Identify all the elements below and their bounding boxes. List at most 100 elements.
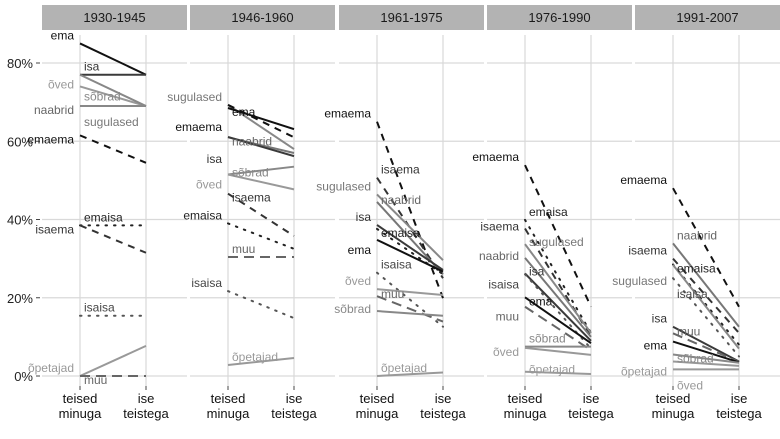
series-label: isaema (381, 163, 420, 177)
series-label: isaisa (381, 258, 412, 272)
series-line-sõbrad (227, 165, 295, 176)
series-label: sõbrad (677, 351, 714, 365)
facet-strip (487, 5, 632, 30)
series-line-ema (524, 296, 592, 344)
series-label: sõbrad (529, 332, 566, 346)
series-label: õved (196, 178, 222, 192)
x-tick-label: minuga (504, 406, 547, 421)
x-tick-label: minuga (207, 406, 250, 421)
series-label: õpetajad (529, 363, 575, 377)
x-tick-label: ise (138, 391, 155, 406)
series-label: õpetajad (381, 361, 427, 375)
series-label: ema (529, 294, 553, 308)
series-line-sõbrad (376, 310, 444, 317)
x-tick-label: teised (63, 391, 98, 406)
series-label: isa (207, 152, 223, 166)
x-tick-label: teised (656, 391, 691, 406)
series-label: sugulased (84, 115, 139, 129)
series-label: isaisa (677, 287, 708, 301)
series-label: muu (84, 373, 107, 387)
series-line-isa (524, 272, 592, 342)
series-line-isaisa (524, 273, 592, 350)
facet-panel: 1961-1975teisedminugaiseteistegaemaemais… (316, 5, 484, 421)
series-label: sugulased (612, 274, 667, 288)
series-line-emaema (524, 164, 592, 308)
series-line-isaema (672, 257, 740, 334)
y-tick-label: 0% (14, 369, 33, 384)
series-line-isaisa (376, 271, 444, 328)
series-line-muu (376, 295, 444, 323)
series-label: sugulased (529, 235, 584, 249)
x-tick-label: minuga (59, 406, 102, 421)
facet-strip (42, 5, 187, 30)
series-label: naabrid (479, 249, 519, 263)
y-tick-label: 80% (7, 56, 33, 71)
series-label: õpetajad (621, 365, 667, 379)
series-label: emaema (175, 120, 222, 134)
series-line-muu (524, 305, 592, 352)
series-label: õved (345, 274, 371, 288)
series-label: ema (348, 243, 372, 257)
series-label: muu (677, 324, 700, 338)
series-label: emaema (27, 132, 74, 146)
series-label: emaisa (529, 205, 568, 219)
series-line-ema (376, 238, 444, 273)
series-line-isa (227, 135, 295, 158)
series-line-õved (524, 346, 592, 356)
series-line-ema (227, 107, 295, 131)
x-tick-label: ise (731, 391, 748, 406)
series-label: isaisa (84, 301, 115, 315)
series-line-isa (672, 325, 740, 363)
series-line-õpetajad (524, 370, 592, 376)
series-label: sõbrad (84, 90, 121, 104)
series-line-isaisa (227, 290, 295, 320)
series-label: emaema (472, 150, 519, 164)
x-tick-label: teistega (568, 406, 614, 421)
series-line-isaema (79, 224, 147, 254)
series-line-isaema (227, 192, 295, 237)
series-label: isa (652, 312, 668, 326)
series-label: sugulased (316, 179, 371, 193)
series-line-ema (79, 42, 147, 76)
facet-panel: 1976-1990teisedminugaiseteistegaemaemaem… (472, 5, 632, 421)
series-label: õved (48, 77, 74, 91)
series-label: sõbrad (232, 166, 269, 180)
series-label: õpetajad (28, 361, 74, 375)
series-label: sugulased (167, 90, 222, 104)
x-tick-label: ise (435, 391, 452, 406)
x-tick-label: minuga (652, 406, 695, 421)
series-line-emaisa (227, 222, 295, 250)
series-label: muu (381, 287, 404, 301)
series-label: isa (356, 210, 372, 224)
y-tick-label: 60% (7, 134, 33, 149)
series-label: ema (644, 339, 668, 353)
series-line-emaema (376, 121, 444, 299)
x-tick-label: ise (286, 391, 303, 406)
series-line-isa (376, 224, 444, 271)
facet-strip (190, 5, 335, 30)
series-label: emaisa (381, 226, 420, 240)
series-label: muu (232, 242, 255, 256)
facet-strip-label: 1976-1990 (528, 10, 590, 25)
facet-panel: 1930-1945teisedminugaiseteistegaemaisaõv… (27, 5, 187, 421)
series-line-õpetajad (79, 344, 147, 377)
series-label: emaisa (183, 208, 222, 222)
series-line-emaema (79, 134, 147, 164)
series-label: muu (496, 310, 519, 324)
x-tick-label: teistega (420, 406, 466, 421)
series-line-sõbrad (672, 353, 740, 364)
x-tick-label: teistega (271, 406, 317, 421)
series-line-õpetajad (672, 360, 740, 367)
series-line-õved (376, 288, 444, 297)
series-line-ema (672, 340, 740, 364)
series-label: isa (529, 264, 545, 278)
series-label: õved (493, 345, 519, 359)
facet-strip-label: 1991-2007 (676, 10, 738, 25)
facet-strip (339, 5, 484, 30)
series-label: isaema (480, 219, 519, 233)
series-line-sugulased (672, 264, 740, 350)
series-line-sugulased (376, 193, 444, 261)
